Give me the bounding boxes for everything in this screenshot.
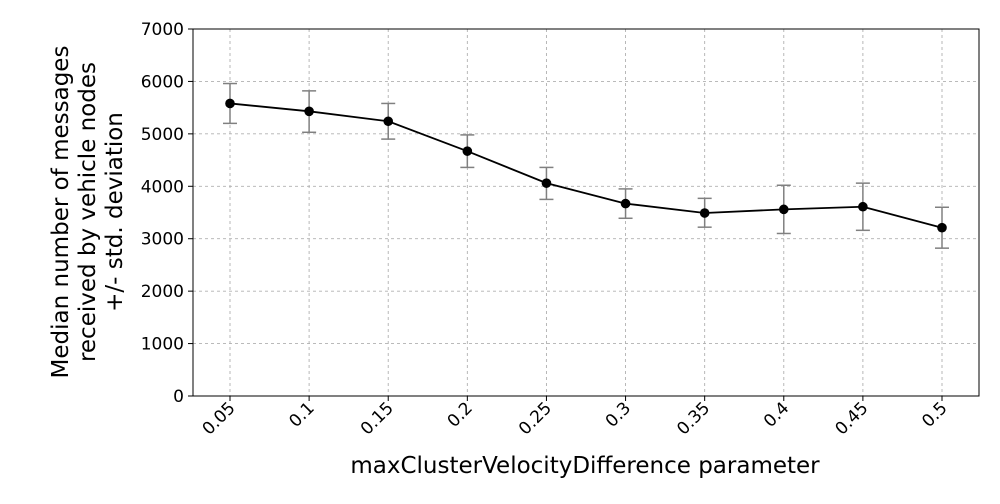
x-tick-label: 0.5 [918, 398, 951, 431]
data-point [778, 204, 789, 215]
y-tick-label: 7000 [141, 20, 184, 40]
y-tick-label: 0 [173, 387, 184, 407]
y-tick-label: 5000 [141, 125, 184, 145]
data-point [541, 178, 552, 188]
y-axis-title-line-3: +/- std. deviation [102, 112, 128, 312]
x-tick-label: 0.05 [199, 398, 240, 439]
y-tick-label: 2000 [141, 282, 184, 302]
y-axis-title: Median number of messages received by ve… [48, 46, 128, 379]
data-point [304, 106, 314, 117]
data-point [383, 116, 394, 127]
data-point [858, 201, 868, 212]
y-axis-title-line-2: received by vehicle nodes [75, 62, 101, 362]
plot-area [192, 28, 980, 397]
x-axis-title: maxClusterVelocityDifference parameter [350, 453, 820, 479]
series-line [229, 102, 943, 229]
x-tick-label: 0.35 [673, 398, 714, 439]
y-axis-title-line-1: Median number of messages [48, 46, 74, 379]
x-tick-label: 0.3 [602, 398, 635, 431]
y-axis-ticks: 0 1000 2000 3000 4000 5000 6000 7000 [141, 20, 193, 407]
y-tick-label: 3000 [141, 230, 184, 250]
data-point [620, 198, 631, 209]
error-bars [223, 82, 949, 249]
x-tick-label: 0.4 [760, 398, 793, 431]
data-point [462, 146, 473, 156]
x-tick-label: 0.45 [832, 398, 873, 439]
x-tick-label: 0.15 [357, 398, 398, 439]
data-points [225, 98, 947, 233]
x-tick-label: 0.25 [515, 398, 556, 439]
x-tick-label: 0.1 [285, 398, 318, 431]
data-point [699, 208, 710, 218]
x-tick-label: 0.2 [444, 398, 477, 431]
y-tick-label: 4000 [141, 177, 184, 197]
x-axis-ticks: 0.05 0.1 0.15 0.2 0.25 0.3 0.35 0.4 0.45 0.5 [199, 396, 952, 439]
data-point [225, 98, 235, 109]
grid [193, 28, 979, 397]
y-tick-label: 6000 [141, 72, 184, 92]
y-tick-label: 1000 [141, 335, 184, 355]
data-point [937, 222, 947, 233]
